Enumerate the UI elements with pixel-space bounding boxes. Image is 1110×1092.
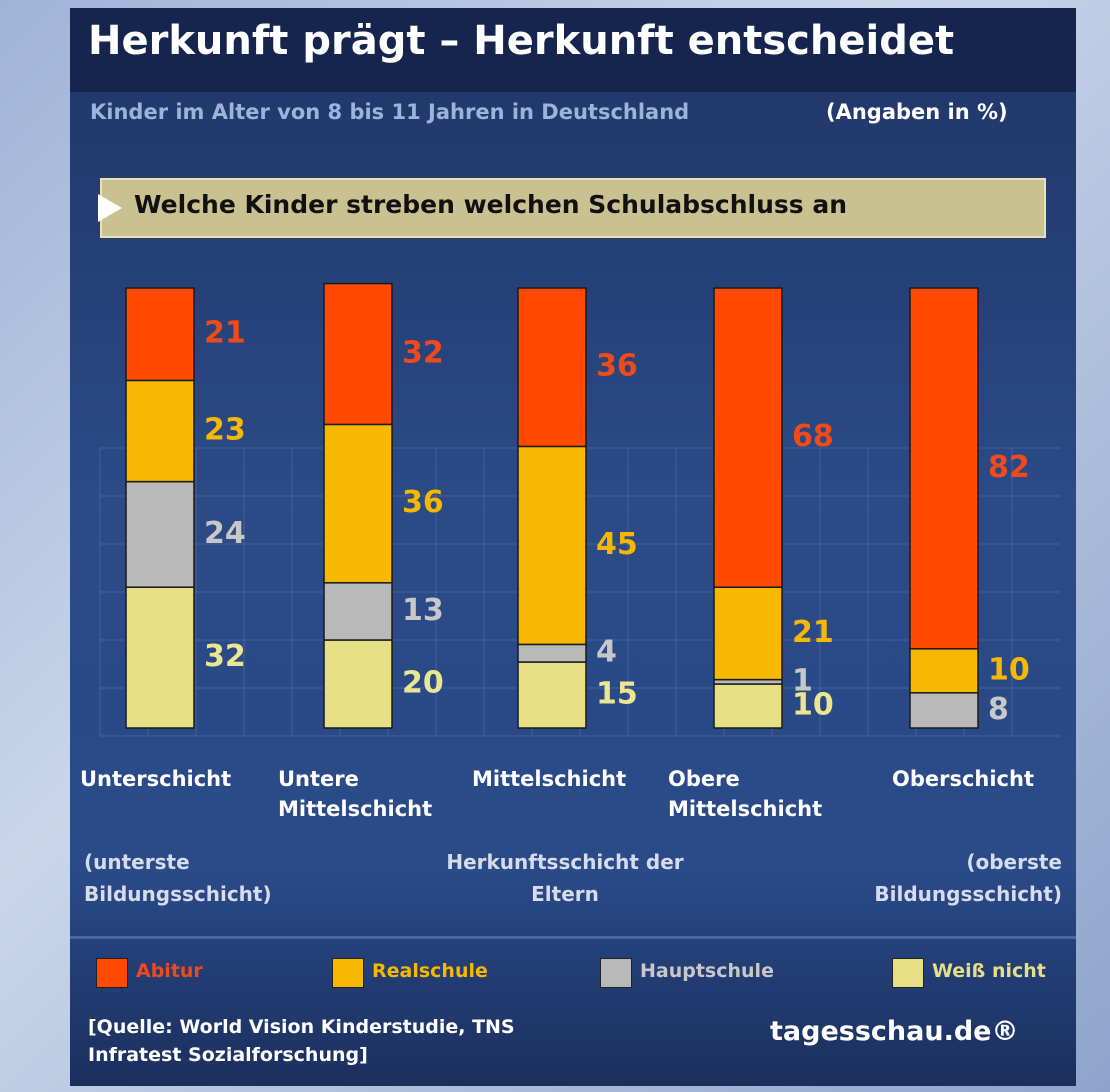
- legend-swatch: [892, 958, 924, 988]
- value-label: 8: [988, 692, 1009, 727]
- value-label: 36: [596, 349, 638, 384]
- value-label: 21: [204, 316, 246, 351]
- value-label: 36: [402, 485, 444, 520]
- bar-segment: [714, 288, 782, 587]
- category-label: Untere Mittelschicht: [278, 764, 458, 824]
- category-label: Obere Mittelschicht: [668, 764, 848, 824]
- legend-label: Weiß nicht: [932, 960, 1046, 982]
- value-label: 32: [204, 639, 246, 674]
- bar-segment: [910, 288, 978, 649]
- note: (oberste Bildungsschicht): [830, 846, 1062, 910]
- bar-segment: [324, 424, 392, 582]
- page: Herkunft prägt – Herkunft entscheidet Ki…: [0, 0, 1110, 1092]
- bar-segment: [126, 587, 194, 728]
- value-label: 4: [596, 635, 617, 670]
- bar-segment: [324, 284, 392, 425]
- legend-label: Abitur: [136, 960, 203, 982]
- value-label: 10: [988, 652, 1030, 687]
- bar-segment: [324, 583, 392, 640]
- category-label: Unterschicht: [80, 764, 260, 794]
- value-label: 45: [596, 527, 638, 562]
- value-label: 15: [596, 677, 638, 712]
- legend-label: Hauptschule: [640, 960, 774, 982]
- category-label: Oberschicht: [824, 764, 1034, 794]
- value-label: 23: [204, 413, 246, 448]
- note: Herkunftsschicht der Eltern: [440, 846, 690, 910]
- bar-segment: [126, 380, 194, 481]
- bar-segment: [518, 288, 586, 446]
- legend-swatch: [96, 958, 128, 988]
- bar-segment: [126, 288, 194, 380]
- bar-segment: [714, 587, 782, 679]
- brand: tagesschau.de®: [770, 1016, 1018, 1047]
- note: (unterste Bildungsschicht): [84, 846, 324, 910]
- legend-label: Realschule: [372, 960, 488, 982]
- separator: [70, 936, 1076, 939]
- value-label: 24: [204, 516, 246, 551]
- bar-segment: [126, 482, 194, 588]
- category-label: Mittelschicht: [472, 764, 652, 794]
- bar-segment: [518, 446, 586, 644]
- bar-segment: [910, 693, 978, 728]
- bar-segment: [518, 662, 586, 728]
- value-label: 21: [792, 615, 834, 650]
- panel: Herkunft prägt – Herkunft entscheidet Ki…: [70, 8, 1076, 1086]
- legend-swatch: [332, 958, 364, 988]
- value-label: 82: [988, 450, 1030, 485]
- source: [Quelle: World Vision Kinderstudie, TNS …: [88, 1013, 568, 1069]
- value-label: 68: [792, 419, 834, 454]
- bar-segment: [910, 649, 978, 693]
- value-label: 32: [402, 336, 444, 371]
- value-label: 20: [402, 666, 444, 701]
- value-label: 1: [792, 663, 813, 698]
- bar-segment: [518, 644, 586, 662]
- bar-segment: [324, 640, 392, 728]
- bar-segment: [714, 684, 782, 728]
- legend-swatch: [600, 958, 632, 988]
- value-label: 13: [402, 593, 444, 628]
